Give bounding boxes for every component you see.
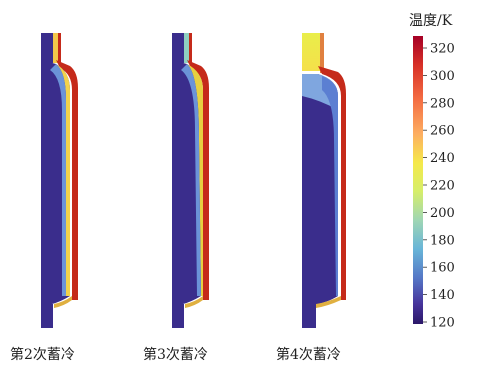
panel-2	[41, 33, 78, 328]
panel-label-2: 第2次蓄冷	[10, 346, 75, 363]
colorbar-tick-label: 120	[430, 316, 455, 331]
colorbar-tick-label: 300	[430, 69, 455, 84]
neck-hot-edge	[58, 33, 61, 63]
colorbar-tick-label: 200	[430, 206, 455, 221]
colorbar-tick-label: 180	[430, 233, 455, 248]
base-stem	[172, 304, 184, 328]
inner-blue	[322, 76, 338, 296]
neck-body	[172, 33, 184, 63]
base-edge	[316, 296, 341, 308]
colorbar-tick-label: 240	[430, 151, 455, 166]
neck-hot	[302, 33, 320, 71]
inner-blue	[50, 64, 66, 296]
base-stem	[41, 304, 53, 328]
colorbar-tick-label: 160	[430, 261, 455, 276]
vessel-body	[302, 74, 338, 304]
inner-blue	[181, 64, 201, 296]
neck-hot-edge	[189, 33, 192, 63]
colorbar-tick-label: 140	[430, 288, 455, 303]
colorbar-title: 温度/K	[409, 13, 453, 29]
colorbar-tick-label: 320	[430, 42, 455, 57]
vessel-body	[172, 60, 201, 304]
inner-gradient	[187, 64, 203, 296]
neck-hot-edge	[320, 33, 324, 73]
shoulder-hot	[187, 60, 209, 300]
base-stem	[302, 304, 316, 328]
neck-warm-edge	[53, 33, 58, 63]
panel-label-3: 第3次蓄冷	[143, 346, 208, 363]
panel-4	[302, 33, 346, 328]
panel-label-4: 第4次蓄冷	[276, 346, 341, 363]
neck-warm-edge	[184, 33, 189, 63]
colorbar-tick-label: 260	[430, 124, 455, 139]
panel-3	[172, 33, 209, 328]
base-edge	[185, 296, 203, 308]
shoulder-hot	[56, 60, 78, 300]
inner-gradient	[56, 64, 70, 296]
neck-body	[41, 33, 53, 63]
colorbar: 温度/K 320 300 280 260 240 220 200 180 160 140 120	[409, 13, 455, 331]
colorbar-tick-label: 280	[430, 96, 455, 111]
colorbar-tick-label: 220	[430, 179, 455, 194]
shoulder-hot	[318, 66, 346, 300]
colorbar-scale	[413, 36, 423, 324]
base-edge	[54, 296, 72, 308]
colorbar-ticks: 320 300 280 260 240 220 200 180 160 140 120	[423, 42, 455, 331]
